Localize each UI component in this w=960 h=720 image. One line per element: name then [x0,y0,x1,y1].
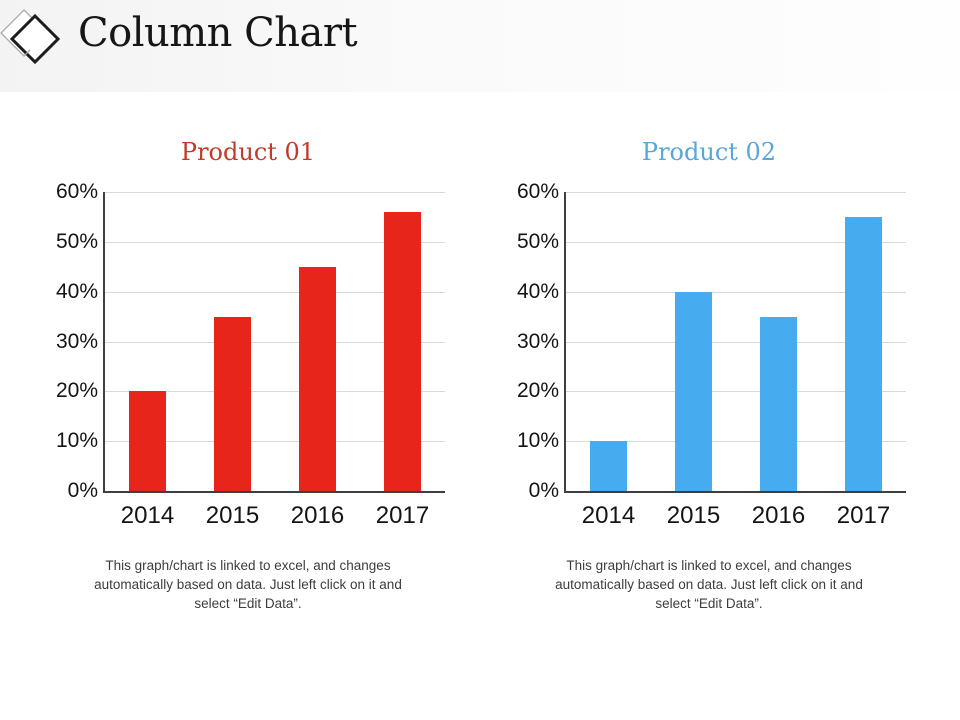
bar-2017[interactable] [845,216,882,491]
x-axis-label: 2014 [581,502,636,529]
footer-line: This graph/chart is linked to excel, and… [105,558,391,573]
x-axis-label: 2017 [836,502,891,529]
y-axis-tick-label: 40% [516,279,559,303]
gridline [566,341,906,343]
x-axis-label: 2016 [751,502,806,529]
y-axis-tick-label: 0% [67,479,98,502]
chart-footer: This graph/chart is linked to excel, and… [511,556,907,613]
page-title: Column Chart [78,10,358,56]
chart-footer: This graph/chart is linked to excel, and… [50,556,446,613]
footer-line: This graph/chart is linked to excel, and… [566,558,852,573]
y-axis-tick-label: 60% [55,180,98,203]
chart-title: Product 01 [180,138,316,166]
y-axis-tick-label: 0% [528,479,559,502]
y-axis-tick-label: 30% [55,329,98,353]
x-axis-label: 2015 [666,502,721,529]
slide-header: Column Chart [0,0,960,92]
gridline [566,391,906,393]
x-axis-labels: 2014 2015 2016 2017 [511,501,907,531]
y-axis-tick-label: 50% [516,229,559,253]
footer-line: select “Edit Data”. [655,596,763,611]
x-axis-label: 2014 [120,502,175,529]
gridline [105,441,445,443]
gridline [105,341,445,343]
gridline [566,441,906,443]
gridline [566,192,906,193]
plot-area[interactable]: 0% 10% 20% 30% 40% 50% 60% [56,180,445,502]
bar-2015[interactable] [675,291,712,491]
y-axis-tick-label: 10% [516,429,559,453]
chart-product-02[interactable]: Product 02 0% 10% 20% 30% 40% 50% 60% 2014 2015… [511,137,907,647]
gridline [105,291,445,293]
footer-line: automatically based on data. Just left c… [94,577,402,592]
chart-title: Product 02 [641,138,777,166]
gridline [566,291,906,293]
bar-2015[interactable] [214,316,251,491]
gridline [105,192,445,193]
bar-2014[interactable] [129,391,166,491]
x-axis-label: 2017 [375,502,430,529]
interlocked-diamonds-icon [0,9,61,65]
y-axis-tick-label: 20% [55,379,98,403]
x-axis-labels: 2014 2015 2016 2017 [50,501,446,531]
plot-area[interactable]: 0% 10% 20% 30% 40% 50% 60% [517,180,906,502]
y-axis-tick-label: 60% [516,180,559,203]
x-axis-label: 2015 [205,502,260,529]
bar-2016[interactable] [760,316,797,491]
bar-2017[interactable] [384,211,421,491]
y-axis-tick-label: 20% [516,379,559,403]
y-axis-tick-label: 30% [516,329,559,353]
gridline [105,391,445,393]
y-axis-tick-label: 10% [55,429,98,453]
footer-line: select “Edit Data”. [194,596,302,611]
y-axis-tick-label: 50% [55,229,98,253]
bar-2016[interactable] [299,266,336,491]
footer-line: automatically based on data. Just left c… [555,577,863,592]
y-axis-tick-label: 40% [55,279,98,303]
chart-product-01[interactable]: Product 01 0% 10% 20% 30% 40% 50% 60% 2014 2015… [50,137,446,647]
gridline [105,241,445,243]
gridline [566,241,906,243]
bar-2014[interactable] [590,441,627,491]
x-axis-label: 2016 [290,502,345,529]
